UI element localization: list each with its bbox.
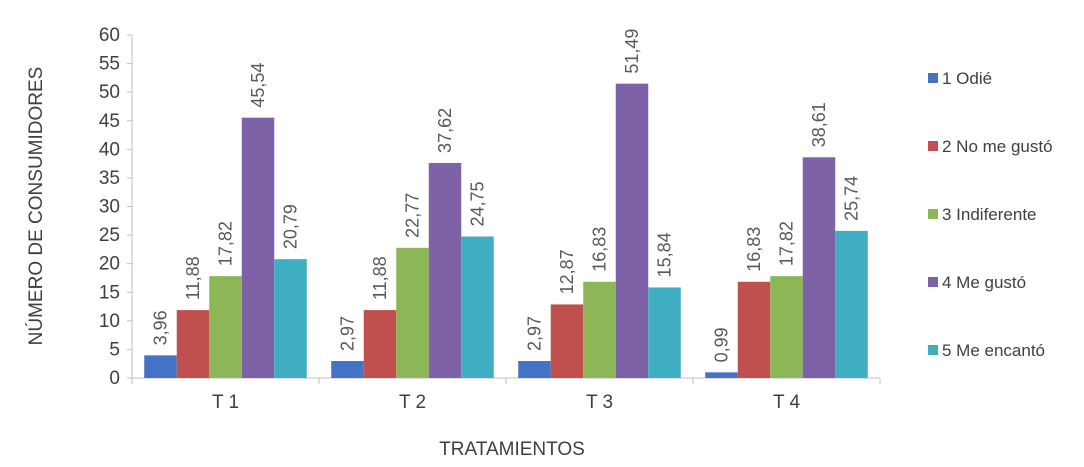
legend-label: 1 Odié	[942, 69, 992, 88]
legend-label: 5 Me encantó	[942, 341, 1045, 360]
bar	[428, 162, 462, 378]
bar	[770, 276, 803, 378]
bar	[144, 355, 177, 378]
bar	[648, 287, 681, 378]
x-category-label: T 3	[586, 392, 613, 413]
y-tick-label: 5	[109, 339, 120, 360]
y-tick-label: 45	[99, 111, 120, 132]
data-label: 11,88	[183, 256, 203, 300]
y-tick-label: 15	[99, 282, 120, 303]
bar	[363, 310, 397, 378]
bar	[274, 259, 307, 378]
data-label: 24,75	[468, 181, 488, 226]
data-label: 12,87	[557, 249, 577, 294]
data-label: 15,84	[655, 232, 675, 277]
data-label: 51,49	[622, 29, 642, 74]
data-label: 0,99	[712, 327, 732, 362]
bar	[737, 281, 771, 378]
bar	[583, 281, 616, 378]
legend-swatch	[928, 73, 938, 83]
legend-label: 2 No me gustó	[942, 137, 1053, 156]
bar	[518, 361, 551, 378]
data-label: 20,79	[281, 204, 301, 249]
data-label: 37,62	[435, 108, 455, 153]
legend-swatch	[928, 277, 938, 287]
y-tick-label: 35	[99, 168, 120, 189]
data-label: 2,97	[525, 316, 545, 351]
bar	[705, 372, 738, 378]
legend-swatch	[928, 209, 938, 219]
data-label: 22,77	[403, 193, 423, 238]
data-label: 11,88	[370, 256, 390, 300]
bar	[461, 236, 494, 378]
bar	[835, 230, 868, 378]
legend-label: 3 Indiferente	[942, 205, 1037, 224]
y-tick-label: 25	[99, 225, 120, 246]
data-label: 25,74	[842, 176, 862, 221]
data-label: 16,83	[744, 227, 764, 272]
bar	[550, 304, 584, 378]
data-label: 45,54	[248, 63, 268, 108]
bar	[802, 157, 836, 378]
y-tick-label: 30	[99, 197, 120, 218]
data-label: 38,61	[809, 102, 829, 147]
legend-swatch	[928, 345, 938, 355]
data-label: 16,83	[590, 227, 610, 272]
y-tick-label: 10	[99, 311, 120, 332]
x-category-label: T 4	[773, 392, 801, 413]
data-label: 17,82	[777, 221, 797, 266]
bar	[241, 117, 275, 379]
legend: 1 Odié 2 No me gustó 3 Indiferente 4 Me gus…	[928, 69, 1053, 360]
bar	[331, 361, 364, 378]
bar	[176, 310, 210, 378]
y-tick-label: 20	[99, 254, 120, 275]
y-tick-label: 50	[99, 82, 120, 103]
y-tick-label: 55	[99, 54, 120, 75]
x-category-label: T 2	[399, 392, 426, 413]
data-label: 3,96	[151, 310, 171, 345]
x-category-label: T 1	[212, 392, 239, 413]
y-tick-label: 60	[99, 25, 120, 46]
bar	[396, 247, 429, 378]
y-tick-label: 40	[99, 139, 120, 160]
x-axis-title: TRATAMIENTOS	[439, 439, 585, 460]
data-label: 2,97	[338, 316, 358, 351]
y-tick-label: 0	[109, 368, 120, 389]
plot-area: 0 5 10 15 20 25 30 35 40 45 50 55 60 T 1 T 2 T 3 T 4 3,96…	[99, 25, 881, 413]
bar	[615, 83, 649, 378]
bar	[209, 276, 242, 378]
legend-label: 4 Me gustó	[942, 273, 1026, 292]
y-axis-title: NÚMERO DE CONSUMIDORES	[25, 67, 47, 346]
data-label: 17,82	[216, 221, 236, 266]
legend-swatch	[928, 141, 938, 151]
